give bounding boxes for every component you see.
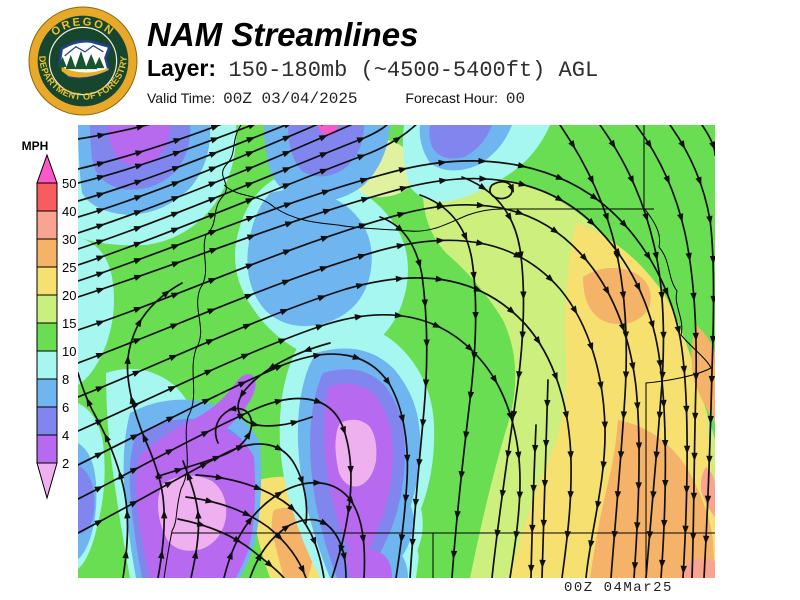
valid-time-row: Valid Time: 00Z 03/04/2025 Forecast Hour… [147, 90, 525, 108]
legend-segment [36, 322, 58, 352]
mountain-icon [64, 44, 104, 57]
layer-row: Layer: 150-180mb (~4500-5400ft) AGL [147, 55, 598, 83]
state-borders [163, 125, 715, 578]
page-title: NAM Streamlines [147, 16, 419, 53]
forecast-hour-label: Forecast Hour: [405, 90, 499, 106]
legend-segment [36, 182, 58, 212]
legend-segment [36, 378, 58, 408]
streamline-arrows [86, 125, 715, 575]
trees-icon [58, 50, 105, 70]
legend-tick-label: 25 [62, 260, 76, 275]
legend-tick-label: 8 [62, 372, 69, 387]
legend-below-arrow-icon [36, 462, 58, 500]
run-timestamp: 00Z 04Mar25 [564, 580, 673, 596]
forecast-hour-value: 00 [505, 90, 526, 108]
legend-tick-label: 2 [62, 456, 69, 471]
legend-unit-label: MPH [22, 139, 49, 153]
layer-value: 150-180mb (~4500-5400ft) AGL [228, 58, 599, 83]
legend-segment [36, 434, 58, 464]
legend-tick-label: 40 [62, 204, 76, 219]
legend-tick-label: 15 [62, 316, 76, 331]
legend-tick-label: 4 [62, 428, 69, 443]
legend-above-arrow-icon [36, 153, 58, 184]
odf-logo: OREGON DEPARTMENT OF FORESTRY [28, 6, 138, 116]
legend-tick-label: 6 [62, 400, 69, 415]
layer-label: Layer: [147, 55, 217, 81]
logo-inner-ring [48, 26, 118, 96]
gold-strip [61, 67, 109, 78]
streamline-map [78, 125, 715, 578]
legend-segment [36, 294, 58, 324]
legend-tick-label: 50 [62, 176, 76, 191]
legend-segment [36, 238, 58, 268]
legend-segment [36, 210, 58, 240]
valid-time-value: 00Z 03/04/2025 [223, 90, 358, 108]
oregon-state-emblem [58, 40, 111, 79]
legend-tick-label: 20 [62, 288, 76, 303]
legend-segment [36, 350, 58, 380]
wind-speed-legend: MPH 50 40 30 25 20 15 10 8 6 4 2 [22, 139, 76, 500]
valid-time-label: Valid Time: [147, 90, 216, 106]
legend-tick-label: 10 [62, 344, 76, 359]
legend-tick-label: 30 [62, 232, 76, 247]
legend-segment [36, 406, 58, 436]
legend-segment [36, 266, 58, 296]
